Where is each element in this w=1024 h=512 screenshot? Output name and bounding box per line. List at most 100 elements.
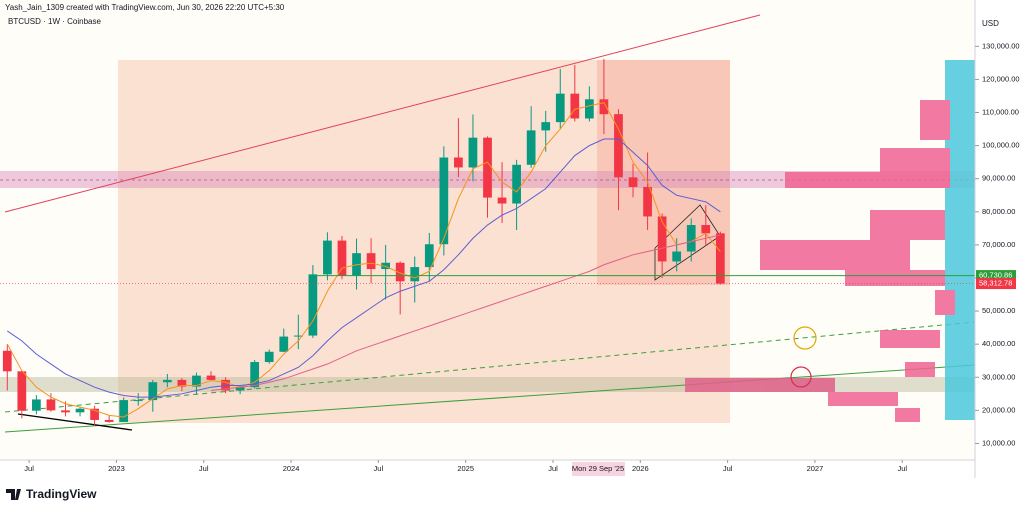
price-tag-label: 60,730.86 bbox=[979, 271, 1012, 280]
candle-body bbox=[657, 216, 667, 262]
profile-bar bbox=[785, 172, 945, 188]
candle-body bbox=[293, 335, 303, 337]
x-tick-label: 2025 bbox=[457, 464, 474, 473]
x-tick-label: Jul bbox=[24, 464, 34, 473]
candle-body bbox=[366, 253, 376, 270]
profile-bar bbox=[760, 240, 910, 270]
price-tag-label: 58,312.78 bbox=[979, 279, 1012, 288]
x-tick-label: Jul bbox=[723, 464, 733, 473]
x-tick-label: Jul bbox=[548, 464, 558, 473]
candle-body bbox=[439, 157, 449, 245]
profile-bar bbox=[935, 290, 955, 315]
candle-body bbox=[701, 225, 711, 234]
symbol: BTCUSD · 1W · Coinbase bbox=[8, 17, 101, 26]
brand: TradingView bbox=[26, 487, 97, 501]
candle-body bbox=[686, 225, 696, 252]
candle-body bbox=[599, 99, 609, 115]
candle-body bbox=[235, 387, 245, 391]
candle-body bbox=[308, 274, 318, 336]
y-tick-label: 20,000.00 bbox=[982, 405, 1015, 414]
candle-body bbox=[61, 410, 70, 413]
candle-body bbox=[2, 350, 12, 372]
candle-body bbox=[628, 177, 638, 187]
profile-bar bbox=[685, 378, 835, 392]
candle-body bbox=[75, 408, 85, 413]
candle-body bbox=[177, 379, 187, 387]
candle-body bbox=[424, 244, 434, 268]
x-tick-label: 2026 bbox=[632, 464, 649, 473]
y-tick-label: 30,000.00 bbox=[982, 372, 1015, 381]
candle-body bbox=[614, 114, 623, 178]
x-tick-label: 2027 bbox=[807, 464, 824, 473]
profile-bar bbox=[845, 270, 945, 286]
candle-body bbox=[715, 233, 725, 284]
y-tick-label: 10,000.00 bbox=[982, 438, 1015, 447]
y-tick-label: 80,000.00 bbox=[982, 207, 1015, 216]
y-tick-label: 90,000.00 bbox=[982, 174, 1015, 183]
candle-body bbox=[17, 371, 27, 411]
y-tick-label: 70,000.00 bbox=[982, 240, 1015, 249]
candle-body bbox=[468, 137, 478, 168]
candle-body bbox=[454, 157, 463, 168]
x-tick-label: Jul bbox=[199, 464, 209, 473]
candle-body bbox=[497, 197, 507, 204]
candle-body bbox=[206, 375, 216, 380]
candle-body bbox=[512, 164, 521, 204]
profile-bar bbox=[828, 392, 898, 406]
trend-line bbox=[4, 364, 976, 433]
candle-body bbox=[264, 351, 274, 363]
ma-line bbox=[210, 234, 721, 392]
y-tick-label: 100,000.00 bbox=[982, 141, 1020, 150]
cursor-date: Mon 29 Sep '25 bbox=[572, 464, 624, 473]
candle-body bbox=[32, 399, 41, 411]
marker-circle bbox=[790, 366, 812, 388]
trend-line bbox=[4, 14, 761, 213]
volume-profile bbox=[685, 60, 975, 422]
y-tick-label: 50,000.00 bbox=[982, 306, 1015, 315]
candle-body bbox=[395, 262, 405, 282]
candle-body bbox=[526, 130, 536, 165]
candle-body bbox=[250, 362, 260, 388]
zone bbox=[118, 60, 730, 423]
candle-body bbox=[90, 408, 99, 420]
ma-line bbox=[6, 138, 721, 398]
candle-body bbox=[672, 251, 682, 262]
marker-circle bbox=[793, 326, 817, 350]
candle-body bbox=[192, 375, 201, 387]
profile-bar bbox=[880, 330, 940, 348]
candle-body bbox=[541, 122, 551, 131]
candle-body bbox=[410, 267, 420, 282]
candle-body bbox=[119, 400, 129, 422]
candle-body bbox=[46, 399, 56, 411]
credit: Yash_Jain_1309 created with TradingView.… bbox=[5, 3, 285, 12]
candle-body bbox=[643, 186, 652, 217]
ma-line bbox=[6, 102, 721, 418]
y-tick-label: 130,000.00 bbox=[982, 41, 1020, 50]
candle-body bbox=[570, 93, 580, 119]
cursor-box bbox=[572, 462, 625, 476]
profile-bar bbox=[870, 210, 945, 240]
candle-body bbox=[585, 99, 594, 119]
profile-bar bbox=[920, 100, 950, 140]
x-tick-label: Jul bbox=[374, 464, 384, 473]
trend-line bbox=[4, 321, 976, 413]
y-tick-label: 110,000.00 bbox=[982, 108, 1019, 117]
price-tag bbox=[976, 270, 1016, 282]
price-tag bbox=[976, 278, 1016, 290]
candle-body bbox=[483, 137, 492, 198]
x-tick-label: Jul bbox=[897, 464, 907, 473]
currency: USD bbox=[982, 19, 999, 28]
x-tick-label: 2024 bbox=[283, 464, 300, 473]
candle-body bbox=[555, 93, 565, 123]
candle-body bbox=[279, 336, 289, 352]
x-tick-label: 2023 bbox=[108, 464, 125, 473]
y-tick-label: 40,000.00 bbox=[982, 339, 1015, 348]
logo bbox=[6, 489, 21, 500]
profile-bar bbox=[905, 362, 935, 377]
profile-bar bbox=[895, 408, 920, 422]
candle-body bbox=[148, 382, 158, 401]
trend-line bbox=[17, 413, 133, 431]
candle-body bbox=[337, 240, 347, 276]
candle-body bbox=[323, 240, 332, 275]
